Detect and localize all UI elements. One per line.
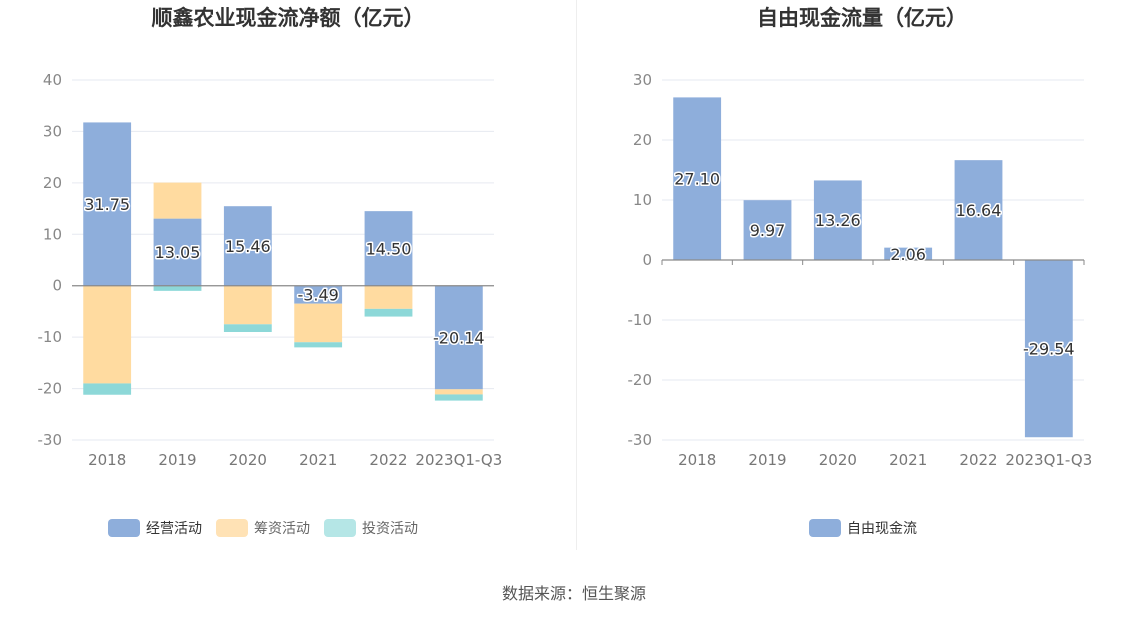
right-xtick-label: 2021 <box>889 451 927 469</box>
left-bar-series2 <box>83 383 132 395</box>
right-data-label: -29.54 <box>1023 340 1075 359</box>
left-bar-series1 <box>364 285 413 309</box>
left-data-label: -20.14 <box>433 329 485 348</box>
left-bar-primary <box>83 122 132 286</box>
left-bar-series2 <box>153 285 202 291</box>
right-xtick-label: 2023Q1-Q3 <box>1005 451 1092 469</box>
free-cash-flow-chart: -30 -20 -10 0 10 20 30 2018 2019 2020 2021 2022 2023… <box>628 71 1093 469</box>
left-ytick-label: -10 <box>38 328 63 346</box>
right-xtick-label: 2019 <box>748 451 786 469</box>
left-data-label: 14.50 <box>366 239 412 258</box>
left-xtick-label: 2019 <box>158 451 196 469</box>
left-chart-title: 顺鑫农业现金流净额（亿元） <box>151 6 425 30</box>
left-data-label: 15.46 <box>225 237 271 256</box>
left-bar-series1 <box>434 389 483 395</box>
legend-swatch-financing <box>216 519 248 537</box>
right-bar-primary <box>954 160 1003 260</box>
data-source: 数据来源：恒生聚源 <box>501 584 646 603</box>
left-bar-primary <box>223 206 272 286</box>
right-data-label: 13.26 <box>815 211 861 230</box>
left-bar-primary <box>153 218 202 286</box>
legend-label-free-cash-flow: 自由现金流 <box>847 521 917 537</box>
right-xtick-label: 2018 <box>678 451 716 469</box>
left-bar-series2 <box>294 342 343 348</box>
legend-item-investing[interactable]: 投资活动 <box>324 518 418 538</box>
left-bar-primary <box>364 211 413 286</box>
right-ytick-label: 0 <box>642 251 652 269</box>
right-chart-title: 自由现金流量（亿元） <box>757 6 967 30</box>
right-bar-primary <box>1024 260 1073 438</box>
right-bar-primary <box>743 200 792 260</box>
left-bar-series2 <box>223 324 272 332</box>
right-bar-primary <box>813 180 862 260</box>
right-ytick-label: 10 <box>633 191 652 209</box>
left-bar-series1 <box>153 182 202 219</box>
right-xtick-label: 2020 <box>819 451 857 469</box>
left-bar-primary <box>294 285 343 304</box>
left-ytick-label: -30 <box>38 431 63 449</box>
right-data-label: 16.64 <box>956 201 1002 220</box>
right-bar-primary <box>673 97 722 261</box>
legend-swatch-operating <box>108 519 140 537</box>
left-data-label: 31.75 <box>84 195 130 214</box>
left-xtick-label: 2021 <box>299 451 337 469</box>
right-ytick-label: 30 <box>633 71 652 89</box>
left-ytick-label: 30 <box>43 122 62 140</box>
left-xtick-label: 2020 <box>229 451 267 469</box>
right-ytick-label: 20 <box>633 131 652 149</box>
cash-flow-net-chart: -30 -20 -10 0 10 20 30 40 2018 2019 2020 2021 2022 20… <box>38 71 503 469</box>
left-ytick-label: 40 <box>43 71 62 89</box>
right-xtick-label: 2022 <box>959 451 997 469</box>
left-ytick-label: 20 <box>43 174 62 192</box>
legend-label-operating: 经营活动 <box>146 521 202 537</box>
legend-swatch-investing <box>324 519 356 537</box>
left-xtick-label: 2023Q1-Q3 <box>415 451 502 469</box>
left-bar-series1 <box>294 303 343 343</box>
legend-item-financing[interactable]: 筹资活动 <box>216 518 310 538</box>
right-ytick-label: -10 <box>628 311 653 329</box>
left-bar-primary <box>434 285 483 390</box>
right-ytick-label: -30 <box>628 431 653 449</box>
legend-label-financing: 筹资活动 <box>254 521 310 537</box>
right-data-label: 2.06 <box>890 245 926 264</box>
legend-swatch-free-cash-flow <box>809 519 841 537</box>
legend-item-free-cash-flow[interactable]: 自由现金流 <box>809 518 917 538</box>
left-bar-series2 <box>434 394 483 401</box>
left-xtick-label: 2018 <box>88 451 126 469</box>
left-ytick-label: 10 <box>43 225 62 243</box>
right-ytick-label: -20 <box>628 371 653 389</box>
right-data-label: 9.97 <box>750 221 786 240</box>
left-bar-series1 <box>223 285 272 325</box>
left-bar-series1 <box>83 285 132 384</box>
legend-item-operating[interactable]: 经营活动 <box>108 518 202 538</box>
left-bar-series2 <box>364 308 413 317</box>
right-bar-primary <box>884 247 933 260</box>
chart-divider <box>576 0 577 550</box>
legend-label-investing: 投资活动 <box>362 521 418 537</box>
left-ytick-label: 0 <box>52 277 62 295</box>
left-data-label: -3.49 <box>297 286 338 305</box>
left-data-label: 13.05 <box>155 243 201 262</box>
left-chart-legend: 经营活动 筹资活动 投资活动 <box>108 518 432 538</box>
right-data-label: 27.10 <box>674 170 720 189</box>
left-ytick-label: -20 <box>38 380 63 398</box>
right-chart-legend: 自由现金流 <box>809 518 931 538</box>
left-xtick-label: 2022 <box>369 451 407 469</box>
